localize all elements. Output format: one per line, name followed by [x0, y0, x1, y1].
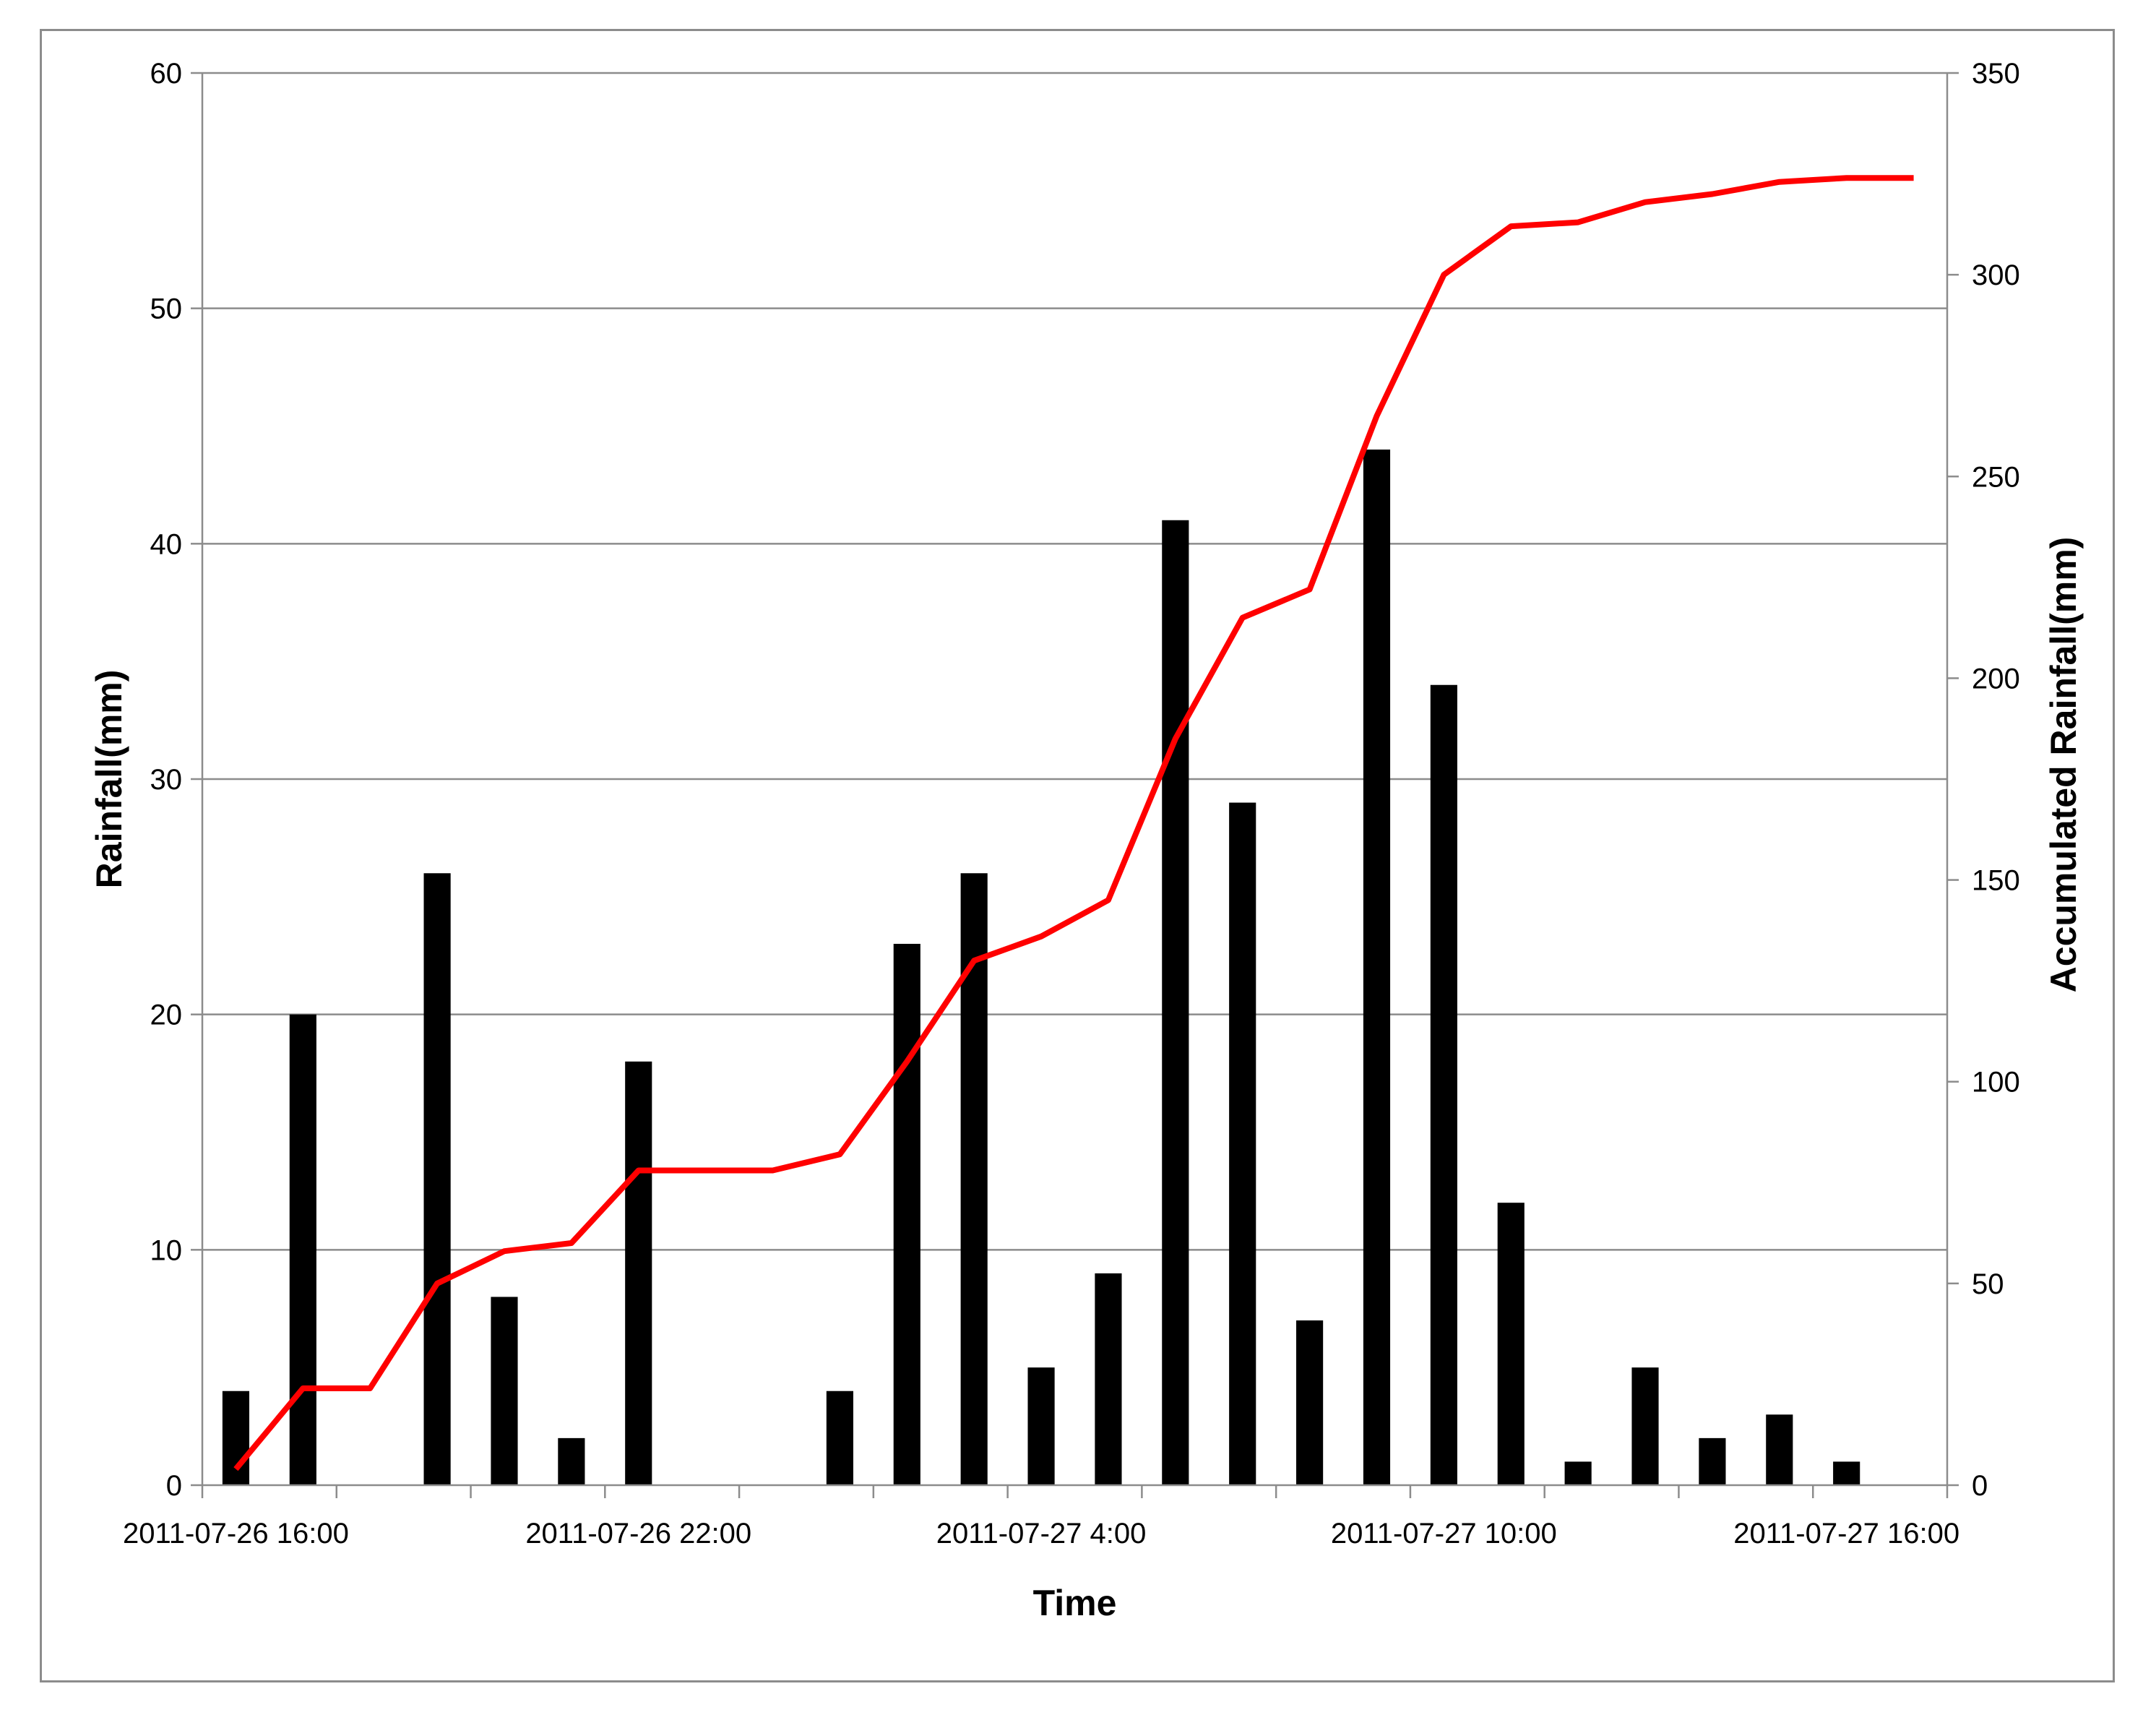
y2-tick-label: 0	[1972, 1470, 1988, 1502]
rainfall-bar	[423, 873, 451, 1485]
rainfall-bar	[1430, 684, 1457, 1485]
y-tick-label: 40	[150, 528, 183, 560]
rainfall-bar	[625, 1061, 652, 1485]
y-tick-label: 0	[166, 1470, 182, 1502]
rainfall-bar	[222, 1391, 250, 1485]
rainfall-bar	[1631, 1367, 1659, 1485]
rainfall-bar	[1699, 1437, 1726, 1485]
accumulated-line	[233, 175, 1914, 1471]
y-tick-label: 10	[150, 1234, 183, 1266]
y-axis-title: Rainfall(mm)	[89, 670, 129, 889]
gridlines	[202, 72, 1947, 1251]
x-tick-label: 2011-07-27 16:00	[1733, 1518, 1959, 1549]
rainfall-bar	[1497, 1203, 1525, 1485]
y2-tick-label: 150	[1972, 865, 2020, 897]
x-tick-label: 2011-07-27 10:00	[1331, 1518, 1557, 1549]
rainfall-bar	[1095, 1273, 1122, 1485]
x-axis-title: Time	[1033, 1583, 1117, 1623]
rainfall-bar	[1833, 1461, 1860, 1485]
accumulated-rainfall-line	[233, 175, 1914, 1471]
x-tick-label: 2011-07-27 4:00	[936, 1518, 1147, 1549]
rainfall-bar	[289, 1014, 316, 1485]
y2-axis-title: Accumulated Rainfall(mm)	[2043, 537, 2084, 993]
y-tick-label: 20	[150, 1000, 183, 1031]
chart-frame: 0 10 20 30 40 50 60 0 50 100 150 200 250 300 350 2011-0…	[40, 29, 2115, 1682]
rainfall-bar	[1229, 802, 1256, 1485]
rainfall-bar	[826, 1391, 853, 1485]
y-tick-label: 30	[150, 764, 183, 796]
rainfall-bar	[1564, 1461, 1592, 1485]
x-tick-label: 2011-07-26 16:00	[123, 1518, 349, 1549]
tick-labels: 0 10 20 30 40 50 60 0 50 100 150 200 250 300 350 2011-0…	[123, 58, 2020, 1549]
rainfall-bar	[491, 1297, 518, 1485]
y2-tick-label: 300	[1972, 259, 2020, 291]
y2-tick-label: 50	[1972, 1268, 2004, 1300]
rainfall-bar	[1162, 520, 1189, 1486]
rainfall-bar	[1027, 1367, 1055, 1485]
chart-svg: 0 10 20 30 40 50 60 0 50 100 150 200 250 300 350 2011-0…	[89, 58, 2084, 1623]
y2-tick-label: 200	[1972, 663, 2020, 695]
rainfall-bar	[1766, 1414, 1793, 1485]
y-tick-label: 50	[150, 293, 183, 325]
y-tick-label: 60	[150, 58, 183, 90]
rainfall-bars	[222, 450, 1860, 1486]
x-tick-label: 2011-07-26 22:00	[525, 1518, 751, 1549]
rainfall-bar	[893, 943, 920, 1485]
y2-tick-label: 350	[1972, 58, 2020, 90]
rainfall-bar	[1296, 1320, 1324, 1485]
y2-tick-label: 100	[1972, 1067, 2020, 1099]
y2-tick-label: 250	[1972, 461, 2020, 493]
rainfall-bar	[558, 1437, 585, 1485]
axes	[191, 72, 1959, 1498]
rainfall-bar	[1363, 450, 1391, 1485]
